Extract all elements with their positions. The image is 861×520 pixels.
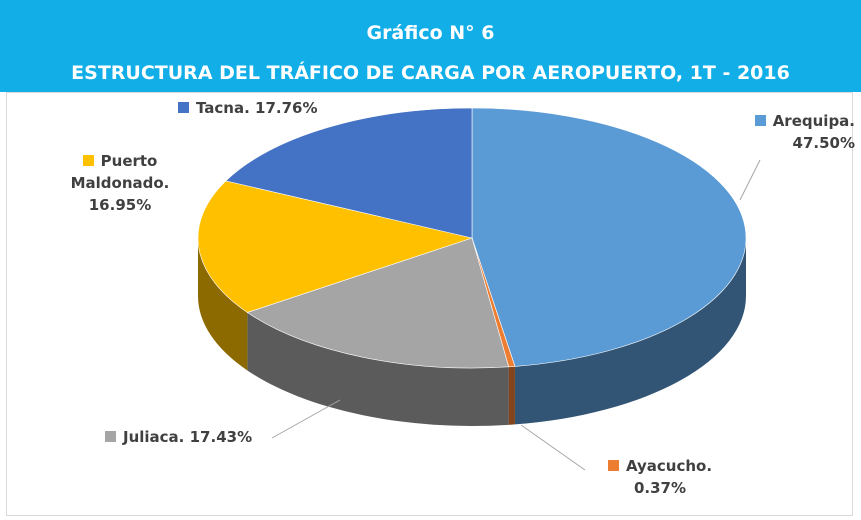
slice-side <box>514 238 746 425</box>
leader-line <box>520 424 586 471</box>
chart-subtitle: ESTRUCTURA DEL TRÁFICO DE CARGA POR AERO… <box>71 62 790 84</box>
header: Gráfico N° 6 ESTRUCTURA DEL TRÁFICO DE C… <box>0 0 861 92</box>
legend-marker <box>607 460 619 471</box>
data-label: Juliaca. 17.43% <box>105 426 305 448</box>
legend-marker <box>178 102 189 113</box>
legend-marker <box>754 115 766 126</box>
value-label: 0.37% <box>633 479 687 497</box>
slice <box>246 237 510 369</box>
slice <box>471 107 747 367</box>
data-label: Arequipa. 47.50% <box>745 110 855 154</box>
category-label: Arequipa. <box>772 112 855 130</box>
legend-marker <box>82 155 94 166</box>
slice <box>197 180 474 313</box>
value-label: 17.76% <box>255 99 318 117</box>
category-label: Tacna. <box>196 99 250 117</box>
slice-side <box>508 366 515 425</box>
slice <box>225 107 473 239</box>
slice-side <box>247 312 509 426</box>
category-label: Juliaca. <box>123 428 185 446</box>
value-label: 17.43% <box>189 428 253 446</box>
data-label: Tacna. 17.76% <box>178 97 378 119</box>
value-label: 47.50% <box>792 134 855 152</box>
category-label: Ayacucho. <box>625 457 713 475</box>
leader-line <box>271 399 341 439</box>
value-label: 16.95% <box>88 196 152 214</box>
data-label: Puerto Maldonado. 16.95% <box>45 150 195 216</box>
legend-marker <box>105 431 116 442</box>
plot-frame <box>6 92 853 516</box>
category-label: Puerto Maldonado. <box>70 152 170 192</box>
data-label: Ayacucho. 0.37% <box>590 455 730 499</box>
slice-side <box>198 238 248 371</box>
leader-line <box>739 159 761 201</box>
chart-title: Gráfico N° 6 <box>366 22 495 44</box>
